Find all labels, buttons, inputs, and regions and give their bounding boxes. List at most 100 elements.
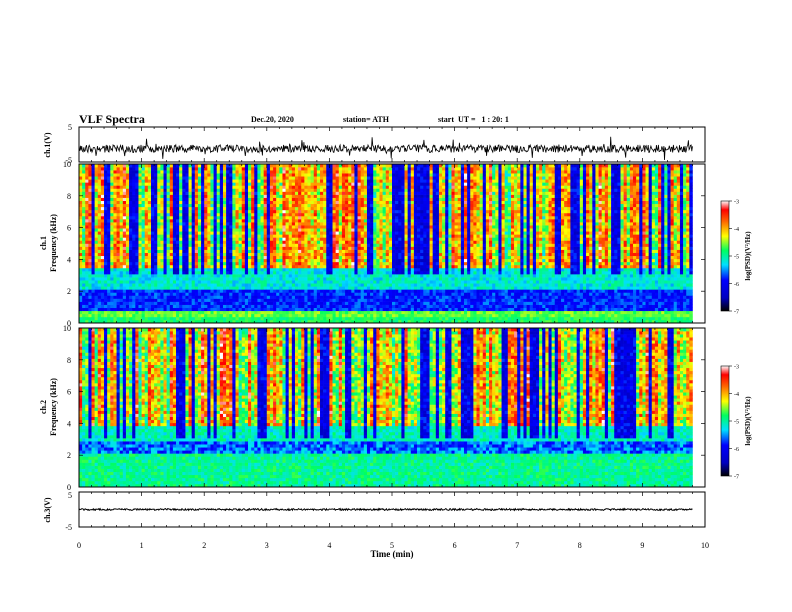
spectrogram-cell — [361, 259, 364, 262]
spectrogram-cell — [239, 268, 242, 271]
spectrogram-cell — [248, 256, 251, 259]
spectrogram-cell — [329, 265, 332, 268]
spectrogram-cell — [248, 173, 251, 176]
spectrogram-cell — [204, 289, 207, 292]
spectrogram-cell — [354, 192, 357, 195]
spectrogram-cell — [286, 289, 289, 292]
spectrogram-cell — [176, 292, 179, 295]
spectrogram-cell — [354, 244, 357, 247]
spectrogram-cell — [226, 167, 229, 170]
spectrogram-cell — [361, 244, 364, 247]
spectrogram-cell — [210, 256, 213, 259]
spectrogram-cell — [342, 201, 345, 204]
spectrogram-cell — [232, 308, 235, 311]
spectrogram-cell — [98, 179, 101, 182]
spectrogram-cell — [179, 292, 182, 295]
spectrogram-cell — [261, 198, 264, 201]
spectrogram-cell — [126, 201, 129, 204]
spectrogram-cell — [236, 225, 239, 228]
spectrogram-cell — [179, 244, 182, 247]
spectrogram-cell — [110, 164, 113, 167]
spectrogram-cell — [261, 234, 264, 237]
spectrogram-cell — [307, 274, 310, 277]
spectrogram-cell — [289, 308, 292, 311]
spectrogram-cell — [113, 228, 116, 231]
spectrogram-cell — [170, 299, 173, 302]
spectrogram-cell — [232, 228, 235, 231]
spectrogram-cell — [110, 308, 113, 311]
spectrogram-cell — [367, 198, 370, 201]
spectrogram-cell — [289, 195, 292, 198]
spectrogram-cell — [135, 228, 138, 231]
spectrogram-cell — [167, 164, 170, 167]
spectrogram-cell — [311, 299, 314, 302]
spectrogram-cell — [123, 216, 126, 219]
spectrogram-cell — [367, 299, 370, 302]
spectrogram-cell — [304, 188, 307, 191]
spectrogram-cell — [214, 253, 217, 256]
spectrogram-cell — [176, 268, 179, 271]
spectrogram-cell — [182, 274, 185, 277]
spectrogram-cell — [142, 302, 145, 305]
spectrogram-cell — [185, 192, 188, 195]
spectrogram-cell — [320, 170, 323, 173]
spectrogram-cell — [323, 302, 326, 305]
spectrogram-cell — [333, 314, 336, 317]
spectrogram-cell — [217, 247, 220, 250]
spectrogram-cell — [323, 192, 326, 195]
spectrogram-cell — [88, 256, 91, 259]
spectrogram-cell — [370, 259, 373, 262]
spectrogram-cell — [251, 201, 254, 204]
spectrogram-cell — [314, 256, 317, 259]
spectrogram-cell — [173, 262, 176, 265]
spectrogram-cell — [189, 231, 192, 234]
spectrogram-cell — [226, 225, 229, 228]
spectrogram-cell — [132, 204, 135, 207]
spectrogram-cell — [298, 188, 301, 191]
spectrogram-cell — [145, 182, 148, 185]
spectrogram-cell — [242, 207, 245, 210]
spectrogram-cell — [92, 179, 95, 182]
spectrogram-cell — [320, 302, 323, 305]
spectrogram-cell — [345, 302, 348, 305]
spectrogram-cell — [270, 268, 273, 271]
spectrogram-cell — [254, 265, 257, 268]
spectrogram-cell — [304, 308, 307, 311]
spectrogram-cell — [189, 167, 192, 170]
spectrogram-cell — [207, 207, 210, 210]
spectrogram-cell — [345, 185, 348, 188]
spectrogram-cell — [361, 253, 364, 256]
spectrogram-cell — [264, 234, 267, 237]
spectrogram-cell — [370, 228, 373, 231]
spectrogram-cell — [311, 231, 314, 234]
spectrogram-cell — [276, 173, 279, 176]
spectrogram-cell — [185, 225, 188, 228]
spectrogram-cell — [254, 289, 257, 292]
spectrogram-cell — [229, 188, 232, 191]
spectrogram-cell — [214, 185, 217, 188]
spectrogram-cell — [301, 219, 304, 222]
spectrogram-cell — [185, 289, 188, 292]
spectrogram-cell — [98, 286, 101, 289]
spectrogram-cell — [223, 213, 226, 216]
spectrogram-cell — [126, 213, 129, 216]
spectrogram-cell — [342, 213, 345, 216]
spectrogram-cell — [226, 268, 229, 271]
spectrogram-cell — [329, 237, 332, 240]
spectrogram-cell — [176, 247, 179, 250]
spectrogram-cell — [364, 234, 367, 237]
spectrogram-cell — [351, 256, 354, 259]
spectrogram-cell — [88, 231, 91, 234]
spectrogram-cell — [298, 262, 301, 265]
spectrogram-cell — [301, 201, 304, 204]
spectrogram-cell — [279, 231, 282, 234]
spectrogram-cell — [160, 305, 163, 308]
spectrogram-cell — [95, 308, 98, 311]
spectrogram-cell — [289, 253, 292, 256]
spectrogram-cell — [345, 274, 348, 277]
spectrogram-cell — [214, 182, 217, 185]
spectrogram-cell — [251, 231, 254, 234]
spectrogram-cell — [220, 299, 223, 302]
spectrogram-cell — [167, 228, 170, 231]
spectrogram-cell — [95, 201, 98, 204]
